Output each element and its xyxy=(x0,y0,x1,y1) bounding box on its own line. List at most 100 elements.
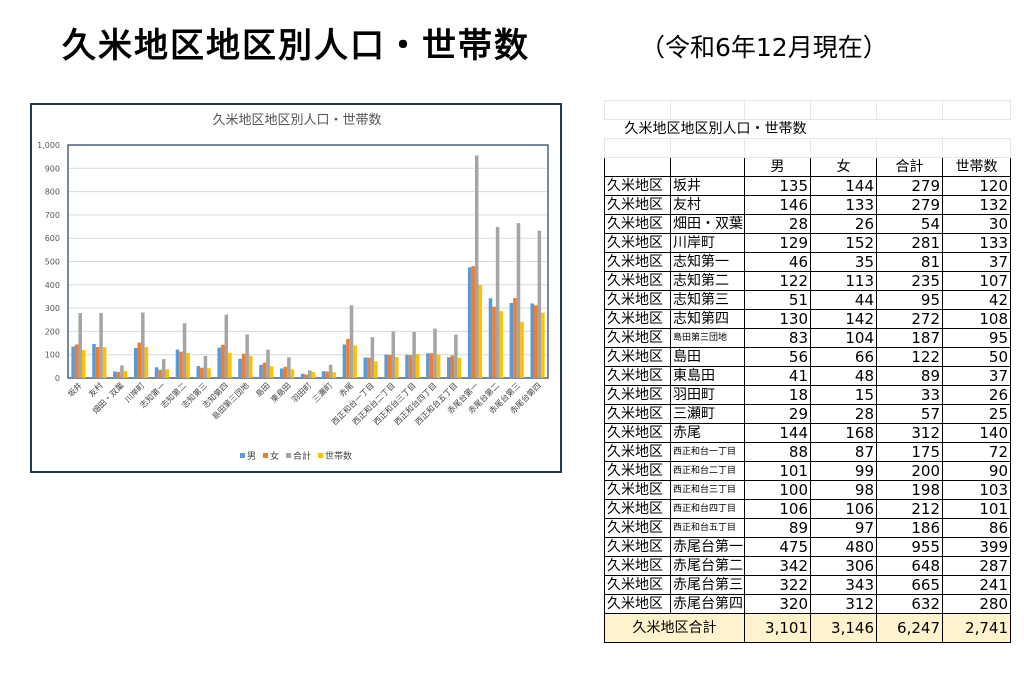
value-cell: 66 xyxy=(810,347,877,367)
bar xyxy=(346,338,350,378)
value-cell: 106 xyxy=(810,499,877,519)
value-cell: 95 xyxy=(942,328,1011,348)
table-row: 久米地区 島田第三団地 83 104 187 95 xyxy=(604,328,1011,348)
value-cell: 135 xyxy=(744,176,811,196)
value-cell: 130 xyxy=(744,309,811,329)
table-row: 久米地区地区別人口・世帯数 xyxy=(605,120,1011,139)
bar xyxy=(200,367,204,378)
value-cell: 98 xyxy=(810,480,877,500)
value-cell: 475 xyxy=(744,537,811,557)
district-cell: 島田 xyxy=(670,347,745,367)
area-cell: 久米地区 xyxy=(604,290,671,310)
blank-cell xyxy=(744,138,811,158)
y-tick-label: 300 xyxy=(45,304,60,313)
bar xyxy=(328,364,333,378)
district-cell: 坂井 xyxy=(670,176,745,196)
table-row: 久米地区 志知第四 130 142 272 108 xyxy=(604,309,1011,329)
bar xyxy=(71,346,75,378)
blank-cell xyxy=(670,138,745,158)
district-cell: 羽田町 xyxy=(670,385,745,405)
value-cell: 44 xyxy=(810,290,877,310)
bar xyxy=(228,352,232,378)
bar xyxy=(436,354,441,378)
blank-cell xyxy=(670,100,745,120)
value-cell: 28 xyxy=(810,404,877,424)
value-cell: 95 xyxy=(876,290,943,310)
legend-label: 女 xyxy=(270,450,279,462)
bar xyxy=(224,314,229,378)
table-row: 久米地区 志知第二 122 113 235 107 xyxy=(604,271,1011,291)
bar xyxy=(363,357,368,378)
table-row: 久米地区 赤尾台第四 320 312 632 280 xyxy=(604,594,1011,614)
value-cell: 46 xyxy=(744,252,811,272)
value-cell: 26 xyxy=(942,385,1011,405)
value-cell: 142 xyxy=(810,309,877,329)
total-value: 3,146 xyxy=(810,613,877,643)
table-row: 久米地区 志知第三 51 44 95 42 xyxy=(604,290,1011,310)
y-tick-label: 700 xyxy=(45,211,60,220)
value-cell: 287 xyxy=(942,556,1011,576)
value-cell: 279 xyxy=(876,195,943,215)
district-cell: 西正和台五丁目 xyxy=(670,518,745,538)
value-cell: 51 xyxy=(744,290,811,310)
bar xyxy=(175,349,180,378)
bar xyxy=(384,354,388,378)
table-row: 久米地区 東島田 41 48 89 37 xyxy=(604,366,1011,386)
y-tick-label: 800 xyxy=(45,188,60,197)
legend-label: 男 xyxy=(247,451,256,462)
bar xyxy=(304,374,308,378)
value-cell: 279 xyxy=(876,176,943,196)
value-cell: 129 xyxy=(744,233,811,253)
area-cell: 久米地区 xyxy=(604,461,671,481)
area-cell: 久米地区 xyxy=(604,176,671,196)
district-cell: 志知第三 xyxy=(670,290,745,310)
table-row: 久米地区 西正和台一丁目 88 87 175 72 xyxy=(604,442,1011,462)
total-label: 久米地区合計 xyxy=(604,613,745,643)
value-cell: 97 xyxy=(810,518,877,538)
bar xyxy=(259,364,263,378)
value-cell: 48 xyxy=(810,366,877,386)
bar xyxy=(478,285,483,378)
bar xyxy=(203,355,208,378)
bar xyxy=(154,367,159,378)
bar xyxy=(530,303,535,378)
bar xyxy=(241,353,246,378)
bar xyxy=(374,361,378,378)
bar xyxy=(534,305,538,378)
value-cell: 26 xyxy=(810,214,877,234)
district-cell: 西正和台三丁目 xyxy=(670,480,745,500)
value-cell: 15 xyxy=(810,385,877,405)
value-cell: 56 xyxy=(744,347,811,367)
total-value: 6,247 xyxy=(876,613,943,643)
value-cell: 106 xyxy=(744,499,811,519)
table-row: 久米地区 西正和台五丁目 89 97 186 86 xyxy=(604,518,1011,538)
bar xyxy=(196,366,201,378)
area-cell: 久米地区 xyxy=(604,252,671,272)
value-cell: 37 xyxy=(942,366,1011,386)
value-cell: 144 xyxy=(810,176,877,196)
bar xyxy=(495,227,500,378)
district-cell: 西正和台四丁目 xyxy=(670,499,745,519)
district-cell: 川岸町 xyxy=(670,233,745,253)
bar xyxy=(492,306,496,378)
blank-cell xyxy=(942,138,1011,158)
value-cell: 122 xyxy=(744,271,811,291)
value-cell: 168 xyxy=(810,423,877,443)
area-cell: 久米地区 xyxy=(604,442,671,462)
bar xyxy=(370,337,375,378)
bar xyxy=(332,372,336,378)
bar xyxy=(238,358,242,378)
value-cell: 33 xyxy=(876,385,943,405)
column-header: 男 xyxy=(744,157,811,177)
legend-label: 世帯数 xyxy=(325,450,352,462)
bar xyxy=(349,305,354,378)
table-row: 久米地区 赤尾台第三 322 343 665 241 xyxy=(604,575,1011,595)
value-cell: 312 xyxy=(810,594,877,614)
value-cell: 103 xyxy=(942,480,1011,500)
legend-swatch xyxy=(263,453,269,458)
table-row: 久米地区 坂井 135 144 279 120 xyxy=(604,176,1011,196)
total-value: 2,741 xyxy=(942,613,1011,643)
value-cell: 306 xyxy=(810,556,877,576)
page-subtitle: （令和6年12月現在） xyxy=(640,33,888,62)
bar xyxy=(405,354,409,378)
